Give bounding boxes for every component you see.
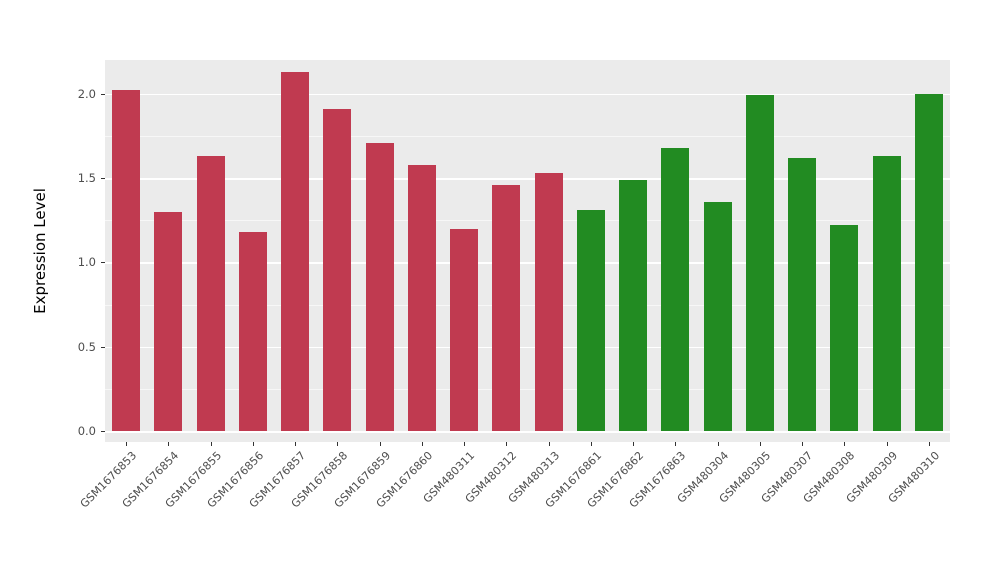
bar (830, 225, 859, 431)
x-axis-tick (126, 442, 128, 446)
x-axis-tick (464, 442, 466, 446)
bar (196, 156, 225, 431)
y-tick-label: 0.0 (77, 424, 96, 438)
gridline-minor (105, 220, 950, 221)
gridline-major (105, 346, 950, 349)
bar (745, 95, 774, 431)
x-axis-tick (844, 442, 846, 446)
y-axis-tick (101, 178, 105, 180)
y-tick-label: 1.5 (77, 171, 96, 186)
bar (576, 210, 605, 431)
x-axis-tick (886, 442, 888, 446)
x-axis-tick (421, 442, 423, 446)
bar (661, 147, 690, 431)
bar (154, 211, 183, 431)
x-axis-tick (168, 442, 170, 446)
bar (788, 157, 817, 431)
x-axis-tick (928, 442, 930, 446)
x-axis-tick (802, 442, 804, 446)
bar (407, 164, 436, 431)
bar (450, 228, 479, 431)
bar (914, 93, 943, 431)
y-tick-label: 1.0 (77, 255, 96, 270)
bar (703, 201, 732, 431)
x-axis-tick (252, 442, 254, 446)
gridline-minor (105, 135, 950, 137)
x-axis-tick (590, 442, 592, 446)
gridline-major (105, 178, 950, 180)
bar (281, 71, 310, 431)
x-axis-tick (337, 442, 339, 446)
y-tick-label: 2.0 (77, 86, 96, 101)
x-axis-tick (548, 442, 550, 446)
x-axis-tick (717, 442, 719, 446)
bar (323, 108, 352, 431)
x-axis-tick (379, 442, 381, 446)
gridline-major (105, 431, 950, 433)
gridline-minor (105, 388, 950, 390)
bar (238, 232, 267, 431)
plot-panel (105, 60, 950, 442)
bar (872, 156, 901, 431)
y-tick-label: 0.5 (77, 339, 96, 354)
bar (365, 142, 394, 431)
bar (619, 179, 648, 431)
y-axis-tick (101, 262, 105, 264)
bar (534, 173, 563, 431)
x-axis-tick (759, 442, 761, 446)
y-axis-tick (101, 93, 105, 95)
gridline-major (105, 93, 950, 96)
x-axis-tick (295, 442, 297, 446)
x-axis-tick (675, 442, 677, 446)
gridline-minor (105, 304, 950, 306)
y-axis-tick (101, 346, 105, 348)
x-axis-tick (506, 442, 508, 446)
bar (112, 90, 141, 431)
x-axis-tick (210, 442, 212, 446)
y-axis-tick (101, 431, 105, 432)
gridline-major (105, 262, 950, 264)
y-axis-title: Expression Level (31, 188, 49, 314)
x-axis-tick (633, 442, 635, 446)
bar (492, 184, 521, 431)
